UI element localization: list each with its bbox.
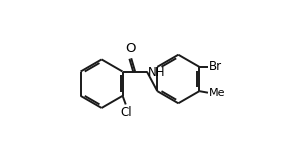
Text: NH: NH (148, 66, 165, 79)
Text: O: O (125, 43, 136, 55)
Text: Me: Me (209, 88, 225, 98)
Text: Br: Br (209, 60, 222, 73)
Text: Cl: Cl (120, 106, 131, 119)
